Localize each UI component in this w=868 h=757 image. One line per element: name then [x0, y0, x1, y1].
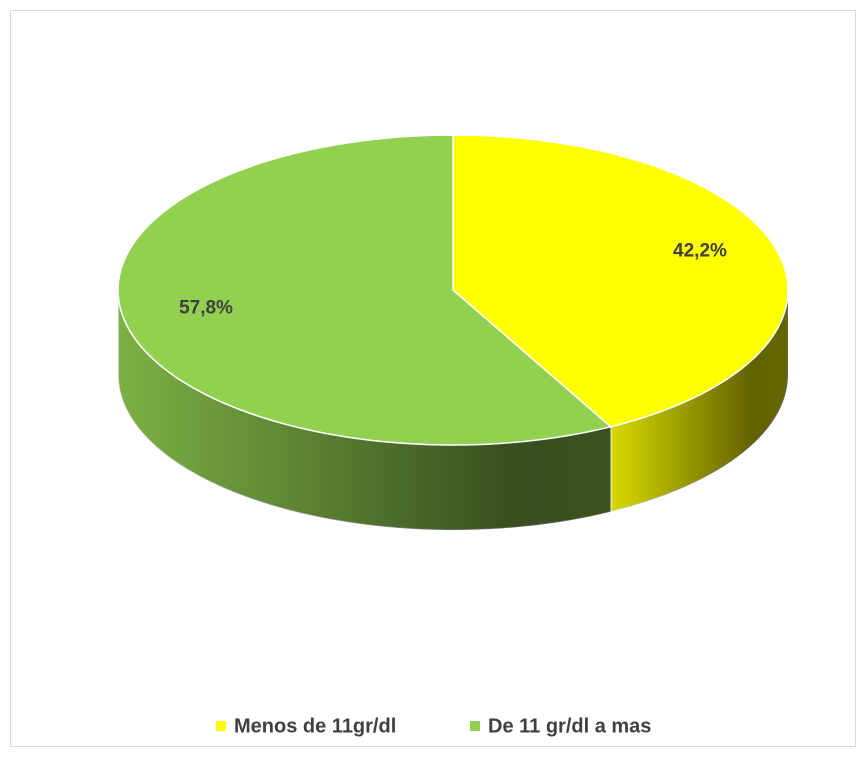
data-label: 42,2%	[673, 240, 727, 261]
legend-label: De 11 gr/dl a mas	[488, 715, 651, 737]
legend-swatch	[216, 721, 226, 731]
pie-side-shade	[610, 290, 788, 512]
legend-swatch	[470, 721, 480, 731]
pie-slice	[117, 134, 613, 446]
legend-label: Menos de 11gr/dl	[234, 715, 396, 737]
pie: 42,2% 57,8%	[117, 134, 789, 531]
pie-slice	[452, 134, 789, 428]
data-label: 57,8%	[179, 298, 233, 319]
pie-side-shade	[118, 290, 611, 530]
legend: Menos de 11gr/dl De 11 gr/dl a mas	[216, 715, 651, 737]
